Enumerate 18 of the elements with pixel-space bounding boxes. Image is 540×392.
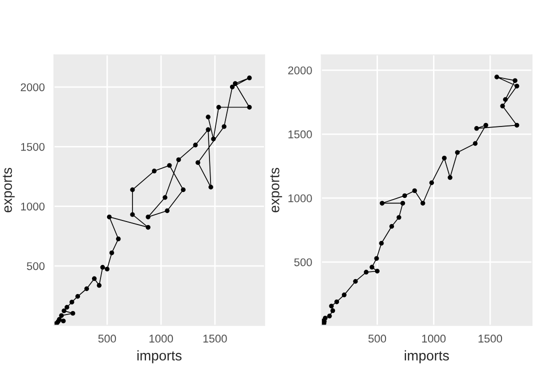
x-axis-title: imports (137, 350, 182, 364)
y-tick-label: 2000 (288, 66, 312, 74)
y-tick-label: 1000 (21, 202, 45, 210)
y-tick-label: 1000 (288, 194, 312, 202)
y-tick-label: 500 (294, 258, 312, 266)
y-tick-label: 500 (26, 262, 45, 270)
y-axis-title: exports (270, 168, 282, 212)
y-tick-label: 1500 (21, 142, 45, 151)
x-tick-label: 1000 (150, 334, 173, 343)
x-tick-label: 500 (368, 334, 386, 343)
x-tick-label: 1500 (478, 334, 502, 343)
y-axis-title: exports (2, 168, 15, 212)
y-tick-label: 1500 (288, 130, 312, 138)
x-tick-label: 1000 (422, 334, 446, 343)
x-tick-label: 500 (98, 334, 116, 343)
x-tick-label: 1500 (203, 334, 227, 343)
y-tick-label: 2000 (20, 83, 45, 92)
x-axis-title: imports (404, 350, 449, 364)
